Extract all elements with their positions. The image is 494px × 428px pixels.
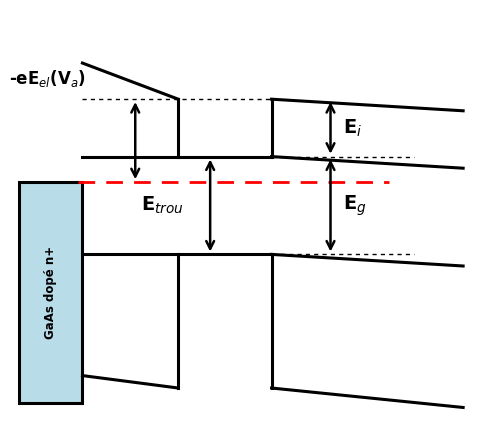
Text: GaAs dopé n+: GaAs dopé n+ [44,246,57,339]
Text: -eE$_{el}$(V$_a$): -eE$_{el}$(V$_a$) [9,68,86,89]
Text: E$_{trou}$: E$_{trou}$ [141,195,184,216]
Text: E$_g$: E$_g$ [343,193,367,218]
Text: E$_i$: E$_i$ [343,117,362,139]
Bar [19,182,82,403]
